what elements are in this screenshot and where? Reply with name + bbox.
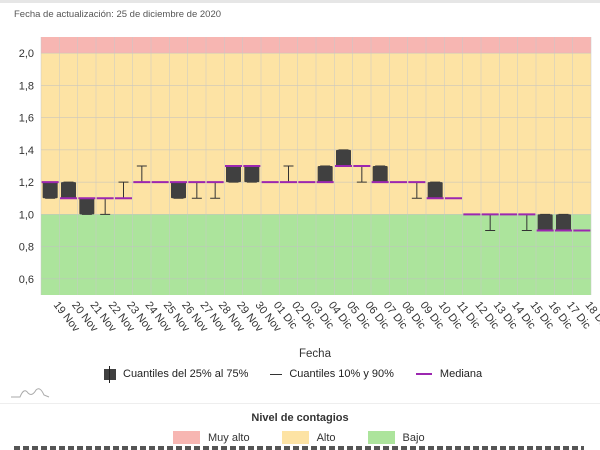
iqr-box [244, 166, 260, 183]
sparkline-logo-icon [11, 388, 50, 398]
whisker-swatch-icon [270, 373, 283, 375]
legend-label-median: Mediana [439, 368, 483, 380]
legend-label-box: Cuantiles del 25% al 75% [123, 368, 249, 380]
legend-label-whisker: Cuantiles 10% y 90% [289, 368, 394, 380]
y-tick-label: 1,8 [19, 80, 34, 92]
y-tick-label: 2,0 [19, 48, 34, 60]
nivel-item-muy-alto: Muy alto [173, 431, 250, 444]
iqr-box [556, 214, 571, 231]
nivel-item-alto: Alto [281, 431, 336, 444]
box-swatch-icon [104, 365, 116, 383]
y-tick-label: 1,4 [19, 145, 34, 157]
median-swatch-icon [415, 373, 432, 375]
iqr-box [317, 166, 333, 183]
nivel-item-bajo: Bajo [367, 431, 425, 444]
legend-item-whisker[interactable]: Cuantiles 10% y 90% [270, 368, 394, 380]
nivel-title: Nivel de contagios [251, 412, 349, 424]
update-date: Fecha de actualización: 25 de diciembre … [14, 9, 222, 20]
iqr-box [537, 214, 553, 231]
y-tick-label: 0,6 [19, 274, 34, 286]
footnote-text [14, 446, 584, 450]
iqr-box [79, 198, 95, 215]
x-axis-label: Fecha [299, 348, 331, 360]
nivel-legend: Muy alto Alto Bajo [173, 431, 457, 444]
chart-legend: Cuantiles del 25% al 75% Cuantiles 10% y… [100, 365, 504, 383]
y-tick-label: 1,0 [19, 209, 34, 221]
iqr-box [226, 166, 241, 183]
legend-item-median[interactable]: Mediana [415, 368, 483, 380]
bajo-swatch [367, 431, 395, 444]
top-divider [0, 0, 600, 3]
muy-alto-swatch [173, 431, 200, 444]
y-tick-label: 0,8 [19, 242, 34, 254]
nivel-label-muy-alto: Muy alto [208, 431, 250, 444]
section-divider [0, 403, 600, 404]
legend-item-box[interactable]: Cuantiles del 25% al 75% [100, 365, 249, 383]
iqr-box [61, 182, 76, 199]
y-tick-label: 1,2 [19, 177, 34, 189]
nivel-label-alto: Alto [316, 431, 336, 444]
y-tick-label: 1,6 [19, 113, 34, 125]
iqr-box [427, 182, 443, 199]
nivel-label-bajo: Bajo [402, 431, 425, 444]
iqr-box [42, 182, 58, 199]
iqr-box [336, 149, 351, 166]
alto-swatch [281, 431, 309, 444]
iqr-box [171, 182, 186, 199]
iqr-box [372, 166, 388, 183]
